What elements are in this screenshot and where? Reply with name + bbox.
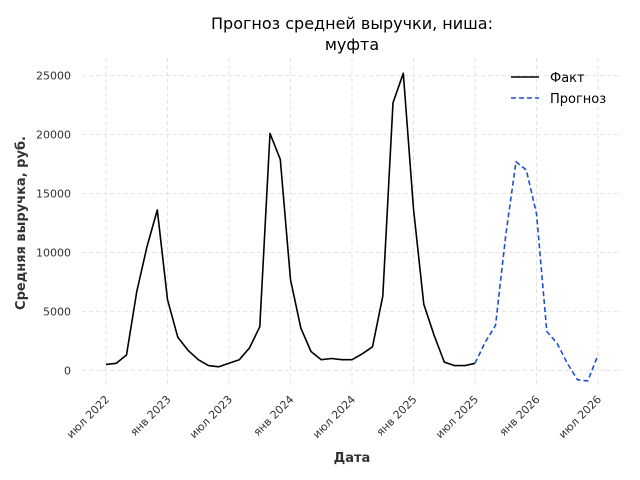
chart-title-line-1: Прогноз средней выручки, ниша:	[211, 14, 493, 33]
y-tick-label: 20000	[36, 129, 71, 142]
y-axis-label: Средняя выручка, руб.	[14, 136, 29, 310]
x-tick-label: июл 2026	[556, 393, 604, 441]
tick-labels: 0 5000 10000 15000 20000 25000 июл 2022 янв 202…	[36, 70, 604, 441]
x-tick-label: июл 2025	[433, 393, 481, 441]
series-lines	[105, 72, 599, 382]
series-line-fact	[105, 72, 476, 368]
series-line-forecast	[474, 160, 599, 382]
legend-label-fact: Факт	[550, 71, 585, 86]
x-tick-label: июл 2022	[64, 393, 112, 441]
y-tick-label: 0	[64, 364, 71, 377]
chart-title-line-2: муфта	[325, 35, 379, 54]
x-tick-label: янв 2024	[251, 393, 297, 439]
x-tick-label: янв 2025	[374, 393, 420, 439]
x-tick-label: июл 2024	[310, 393, 358, 441]
x-tick-label: июл 2023	[187, 393, 235, 441]
y-tick-label: 15000	[36, 188, 71, 201]
x-tick-label: янв 2023	[128, 393, 174, 439]
y-tick-label: 10000	[36, 246, 71, 259]
legend: Факт Прогноз	[511, 71, 606, 107]
x-axis-label: Дата	[334, 451, 371, 466]
legend-label-forecast: Прогноз	[550, 92, 606, 107]
y-tick-label: 25000	[36, 70, 71, 83]
x-tick-label: янв 2026	[497, 393, 543, 439]
grid	[82, 58, 622, 388]
y-tick-label: 5000	[43, 305, 71, 318]
